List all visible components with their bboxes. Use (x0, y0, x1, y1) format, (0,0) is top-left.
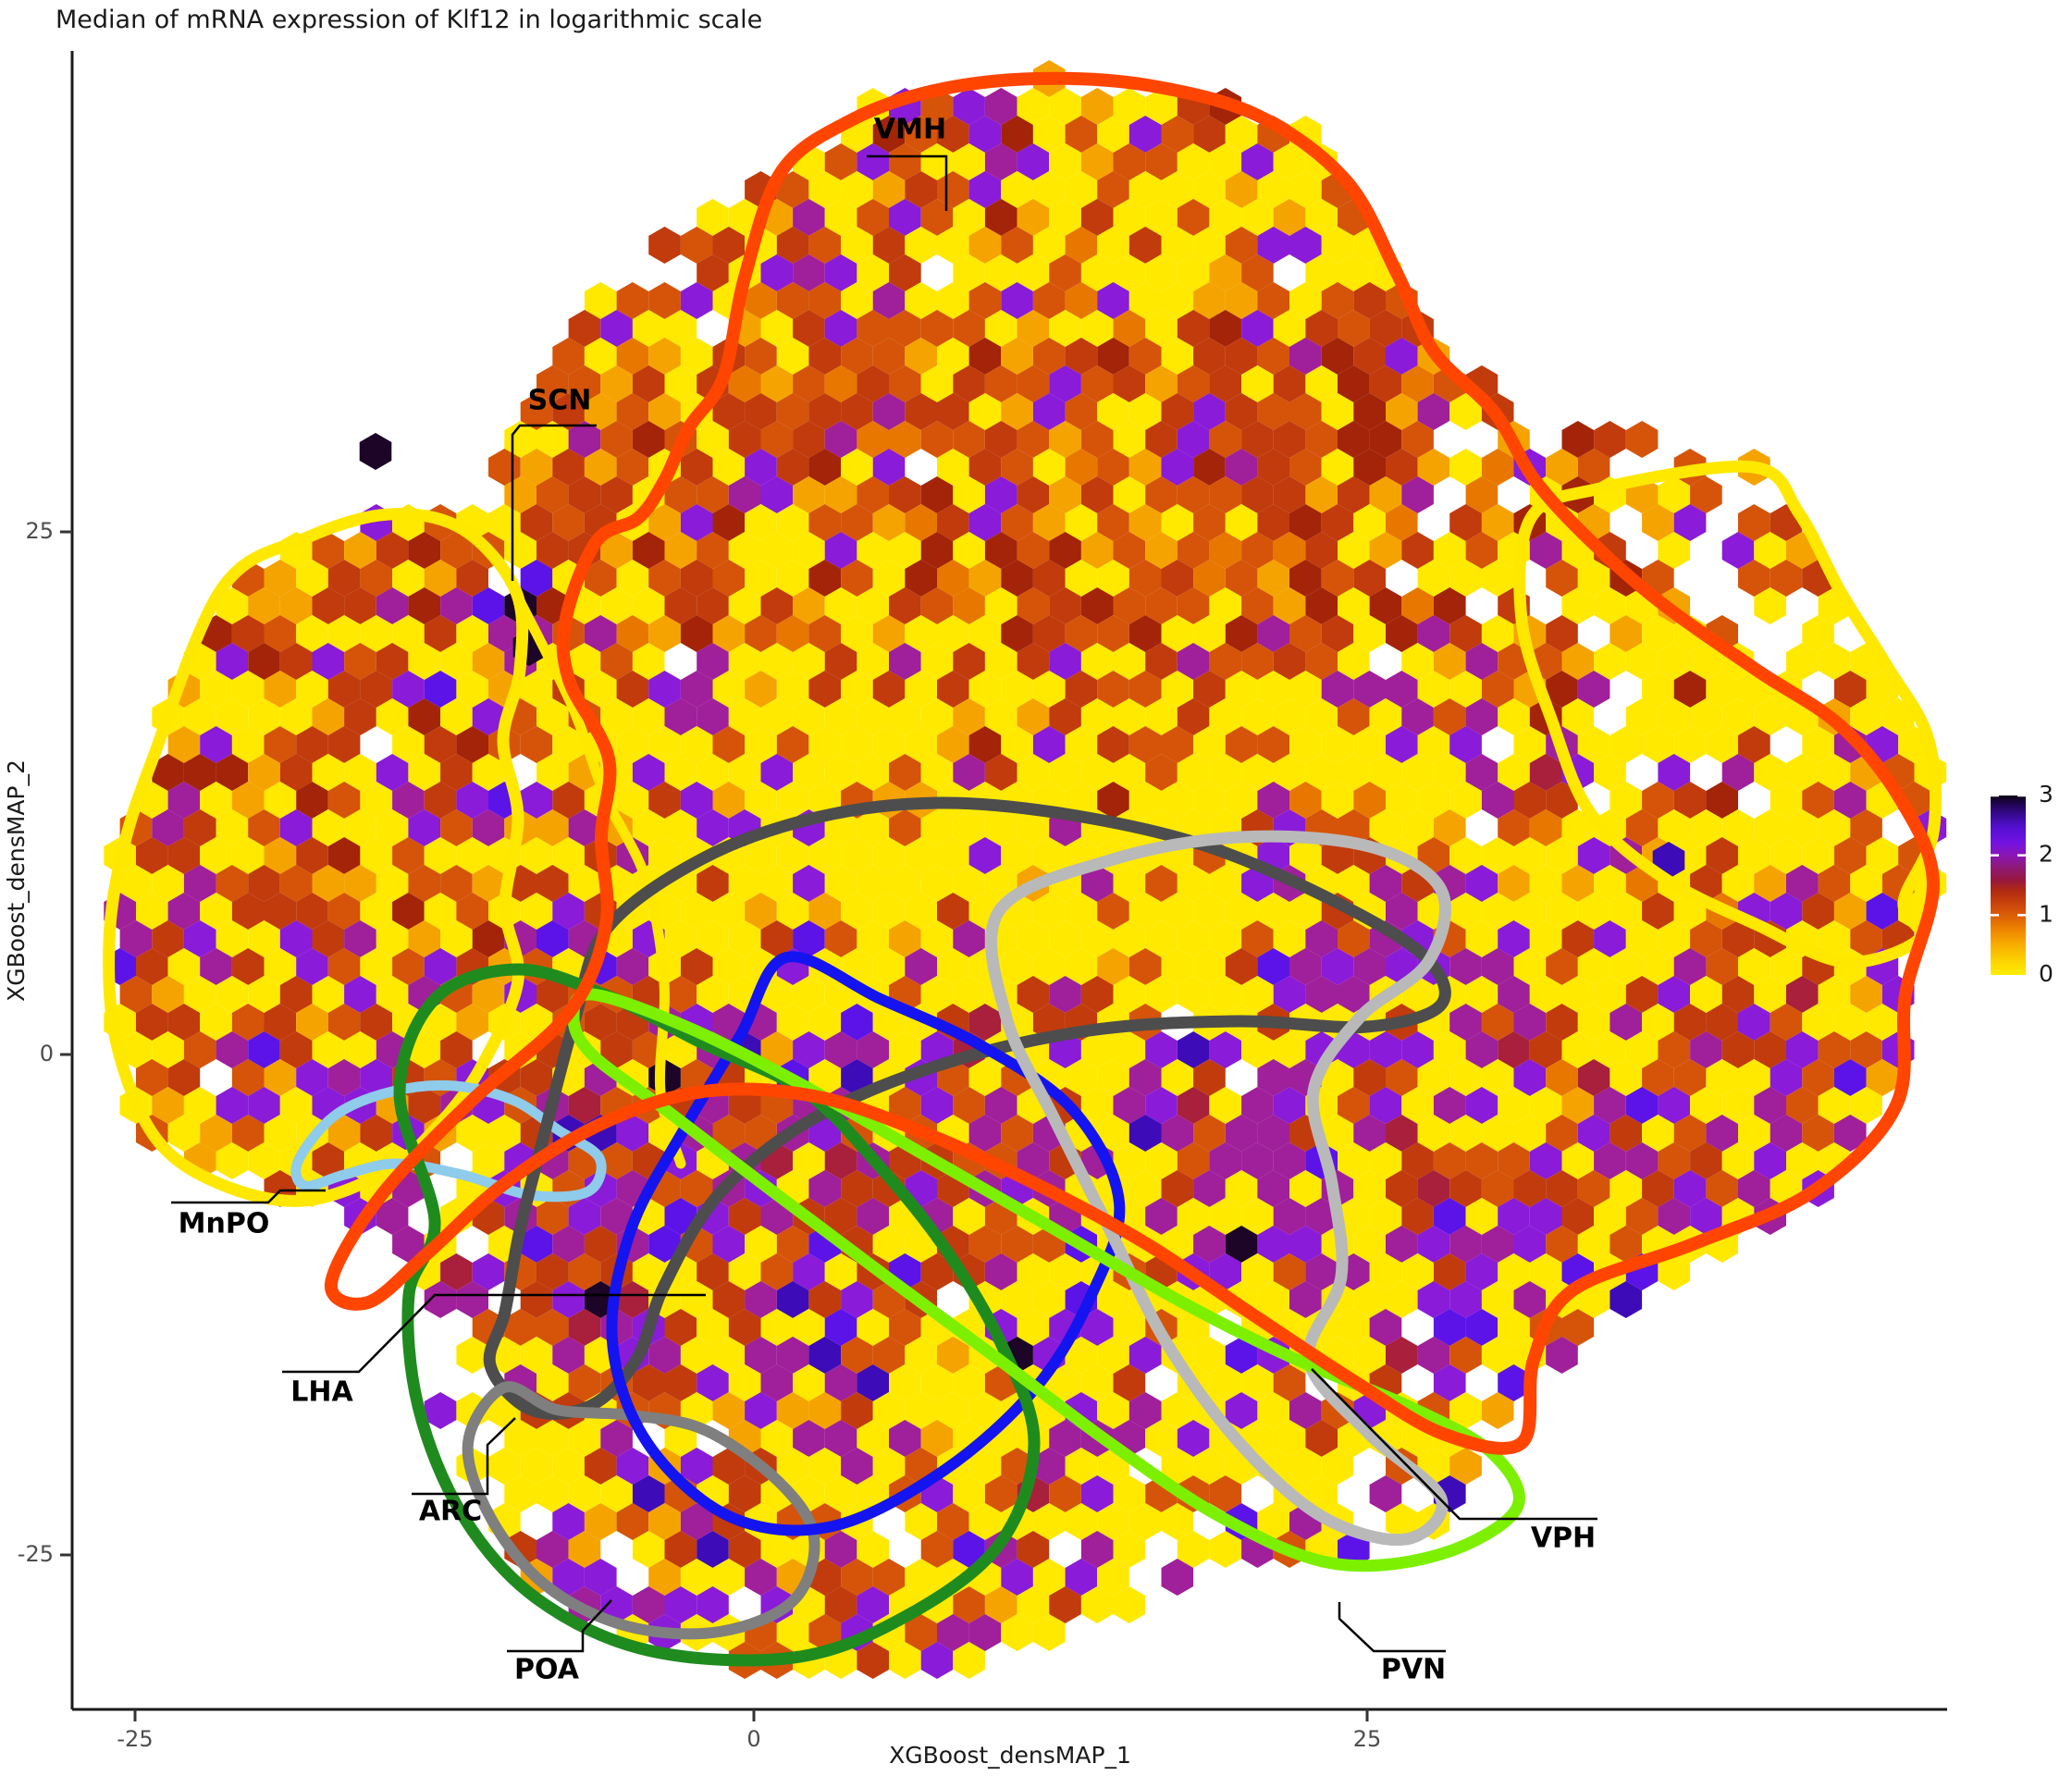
y-axis-title: XGBoost_densMAP_2 (3, 759, 30, 1002)
leader-line-pvn (1338, 1602, 1446, 1653)
region-outline-pvn (567, 988, 1525, 1572)
region-outline-scn (1513, 460, 1942, 968)
region-label-pvn: PVN (1381, 1654, 1446, 1686)
leader-line-arc (412, 1417, 516, 1496)
region-outline-mnpo (290, 1079, 607, 1202)
region-label-arc: ARC (419, 1496, 482, 1528)
colorbar-tick-label: 1 (2039, 900, 2054, 927)
leader-line-vph (1311, 1368, 1597, 1521)
region-outline-poa (393, 963, 1041, 1667)
colorbar-tick-label: 3 (2039, 781, 2054, 808)
colorbar-tick-label: 0 (2039, 960, 2054, 987)
leader-line-vmh (867, 154, 948, 211)
leader-line-lha (282, 1293, 706, 1374)
y-tick-label: 0 (40, 1041, 54, 1067)
region-label-lha: LHA (290, 1376, 353, 1409)
x-tick-label: 0 (746, 1726, 760, 1752)
x-tick-label: 25 (1353, 1726, 1382, 1752)
axes-layer: -25 0 25 25 0 -25 (18, 51, 1947, 1752)
colorbar-legend: 0 1 2 3 (1991, 781, 2054, 987)
x-axis-title: XGBoost_densMAP_1 (889, 1742, 1131, 1769)
region-label-vmh: VMH (874, 114, 946, 146)
y-tick-label: 25 (25, 518, 54, 544)
chart-title: Median of mRNA expression of Klf12 in lo… (56, 6, 763, 34)
region-label-mnpo: MnPO (179, 1208, 270, 1240)
region-outline-scn (511, 588, 686, 1169)
hexbin-layer (104, 60, 1947, 1679)
region-outline-vmh (325, 71, 1941, 1455)
colorbar (1991, 796, 2026, 975)
leader-line-poa (507, 1599, 612, 1653)
region-outlines-layer (103, 71, 1942, 1667)
y-tick-label: -25 (18, 1541, 54, 1567)
x-tick-label: -25 (117, 1726, 153, 1752)
region-label-scn: SCN (528, 385, 592, 417)
leader-line-mnpo (171, 1189, 326, 1204)
colorbar-tick-label: 2 (2039, 841, 2054, 868)
region-label-vph: VPH (1531, 1523, 1596, 1555)
hex-extreme-value (359, 433, 392, 470)
leader-line-scn (511, 424, 597, 581)
region-label-poa: POA (514, 1654, 580, 1686)
region-labels-layer: VMH SCN MnPO LHA ARC POA PVN VPH (171, 114, 1597, 1686)
